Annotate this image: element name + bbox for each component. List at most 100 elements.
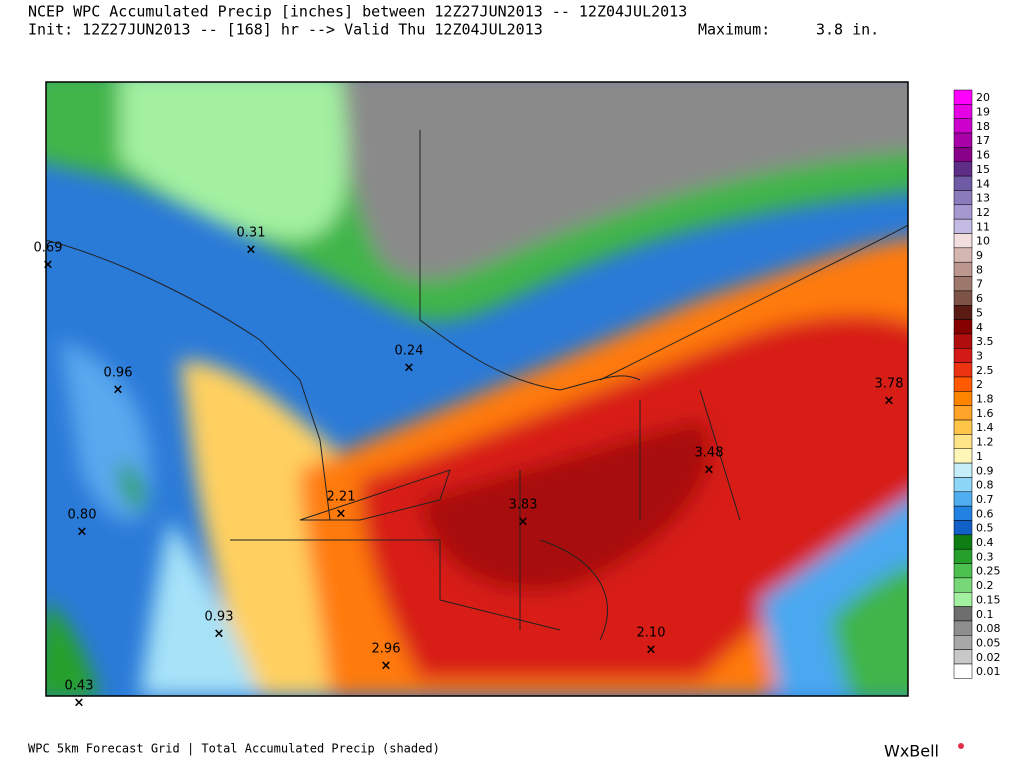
point-value: 3.48 bbox=[695, 446, 724, 461]
legend-swatch bbox=[953, 175, 973, 191]
legend-swatch bbox=[953, 391, 973, 406]
legend-swatch bbox=[953, 190, 973, 206]
legend-swatch bbox=[953, 104, 973, 119]
legend-swatch bbox=[953, 405, 973, 421]
legend-swatch bbox=[953, 147, 973, 162]
legend-swatch bbox=[953, 333, 973, 349]
point-value: 0.24 bbox=[395, 344, 424, 359]
legend-label: 11 bbox=[976, 220, 990, 233]
legend-swatch bbox=[953, 462, 973, 478]
legend-label: 5 bbox=[976, 306, 983, 319]
legend-swatch bbox=[953, 505, 973, 521]
point-marker: × bbox=[884, 394, 895, 409]
legend-swatch bbox=[953, 319, 973, 335]
point-value: 0.80 bbox=[68, 508, 97, 523]
legend-label: 0.08 bbox=[976, 622, 1001, 635]
point-value: 2.96 bbox=[372, 642, 401, 657]
point-marker: × bbox=[246, 243, 257, 258]
legend-swatch bbox=[953, 635, 973, 650]
point-value: 0.43 bbox=[65, 679, 94, 694]
legend-swatch bbox=[953, 534, 973, 550]
point-marker: × bbox=[74, 696, 85, 711]
legend-label: 0.9 bbox=[976, 464, 994, 477]
legend-label: 17 bbox=[976, 134, 990, 147]
legend-swatch bbox=[953, 577, 973, 593]
legend-label: 0.01 bbox=[976, 665, 1001, 678]
legend-label: 13 bbox=[976, 192, 990, 205]
legend-swatch bbox=[953, 348, 973, 363]
legend-label: 20 bbox=[976, 91, 990, 104]
legend-label: 0.3 bbox=[976, 550, 994, 563]
legend-label: 0.25 bbox=[976, 565, 1001, 578]
legend-label: 0.4 bbox=[976, 536, 994, 549]
point-value: 0.96 bbox=[104, 366, 133, 381]
legend-label: 18 bbox=[976, 120, 990, 133]
legend-swatch bbox=[953, 620, 973, 636]
footer-caption: WPC 5km Forecast Grid | Total Accumulate… bbox=[28, 742, 440, 756]
point-value: 3.83 bbox=[509, 498, 538, 513]
point-value: 0.31 bbox=[237, 226, 266, 241]
point-marker: × bbox=[404, 361, 415, 376]
legend-label: 12 bbox=[976, 206, 990, 219]
legend-label: 1.4 bbox=[976, 421, 994, 434]
point-value: 0.93 bbox=[205, 610, 234, 625]
legend-swatch bbox=[953, 118, 973, 134]
point-marker: × bbox=[77, 525, 88, 540]
legend-label: 0.05 bbox=[976, 636, 1001, 649]
legend-label: 7 bbox=[976, 278, 983, 291]
title-line-2: Init: 12Z27JUN2013 -- [168] hr --> Valid… bbox=[28, 21, 543, 39]
legend-swatch bbox=[953, 491, 973, 507]
point-marker: × bbox=[518, 515, 529, 530]
legend-swatch bbox=[953, 247, 973, 263]
legend-swatch bbox=[953, 290, 973, 306]
legend-swatch bbox=[953, 376, 973, 392]
point-value: 0.69 bbox=[34, 241, 63, 256]
legend-swatch bbox=[953, 520, 973, 536]
legend-label: 0.15 bbox=[976, 593, 1001, 606]
point-value: 2.10 bbox=[637, 626, 666, 641]
legend-swatch bbox=[953, 233, 973, 249]
map bbox=[46, 82, 908, 696]
legend-label: 14 bbox=[976, 177, 990, 190]
maximum-value: 3.8 in. bbox=[816, 21, 879, 39]
legend-label: 2 bbox=[976, 378, 983, 391]
legend-swatch bbox=[953, 362, 973, 378]
legend-label: 6 bbox=[976, 292, 983, 305]
legend-swatch bbox=[953, 563, 973, 579]
legend-label: 0.6 bbox=[976, 507, 994, 520]
legend-swatch bbox=[953, 448, 973, 464]
legend-label: 1 bbox=[976, 450, 983, 463]
legend-label: 0.1 bbox=[976, 608, 994, 621]
legend-label: 0.2 bbox=[976, 579, 994, 592]
legend-label: 1.2 bbox=[976, 436, 994, 449]
legend-swatch bbox=[953, 477, 973, 493]
legend-swatch bbox=[953, 89, 973, 105]
point-marker: × bbox=[43, 258, 54, 273]
legend-label: 0.8 bbox=[976, 479, 994, 492]
point-marker: × bbox=[336, 507, 347, 522]
maximum-label: Maximum: bbox=[698, 21, 770, 39]
legend-label: 15 bbox=[976, 163, 990, 176]
legend-swatch bbox=[953, 649, 973, 665]
brand: WxBell bbox=[884, 742, 939, 761]
point-marker: × bbox=[113, 383, 124, 398]
legend-swatch bbox=[953, 548, 973, 564]
legend-swatch bbox=[953, 261, 973, 277]
legend-swatch bbox=[953, 592, 973, 607]
legend-label: 1.6 bbox=[976, 407, 994, 420]
legend-label: 9 bbox=[976, 249, 983, 262]
legend-label: 4 bbox=[976, 321, 983, 334]
legend-swatch bbox=[953, 663, 973, 679]
brand-dot bbox=[958, 743, 964, 749]
title-line-1: NCEP WPC Accumulated Precip [inches] bet… bbox=[28, 3, 687, 21]
legend-label: 0.7 bbox=[976, 493, 994, 506]
legend-swatch bbox=[953, 419, 973, 435]
point-value: 3.78 bbox=[875, 377, 904, 392]
point-marker: × bbox=[381, 659, 392, 674]
legend-label: 16 bbox=[976, 149, 990, 162]
legend-swatch bbox=[953, 606, 973, 622]
legend-swatch bbox=[953, 204, 973, 220]
point-marker: × bbox=[704, 463, 715, 478]
legend-label: 3.5 bbox=[976, 335, 994, 348]
